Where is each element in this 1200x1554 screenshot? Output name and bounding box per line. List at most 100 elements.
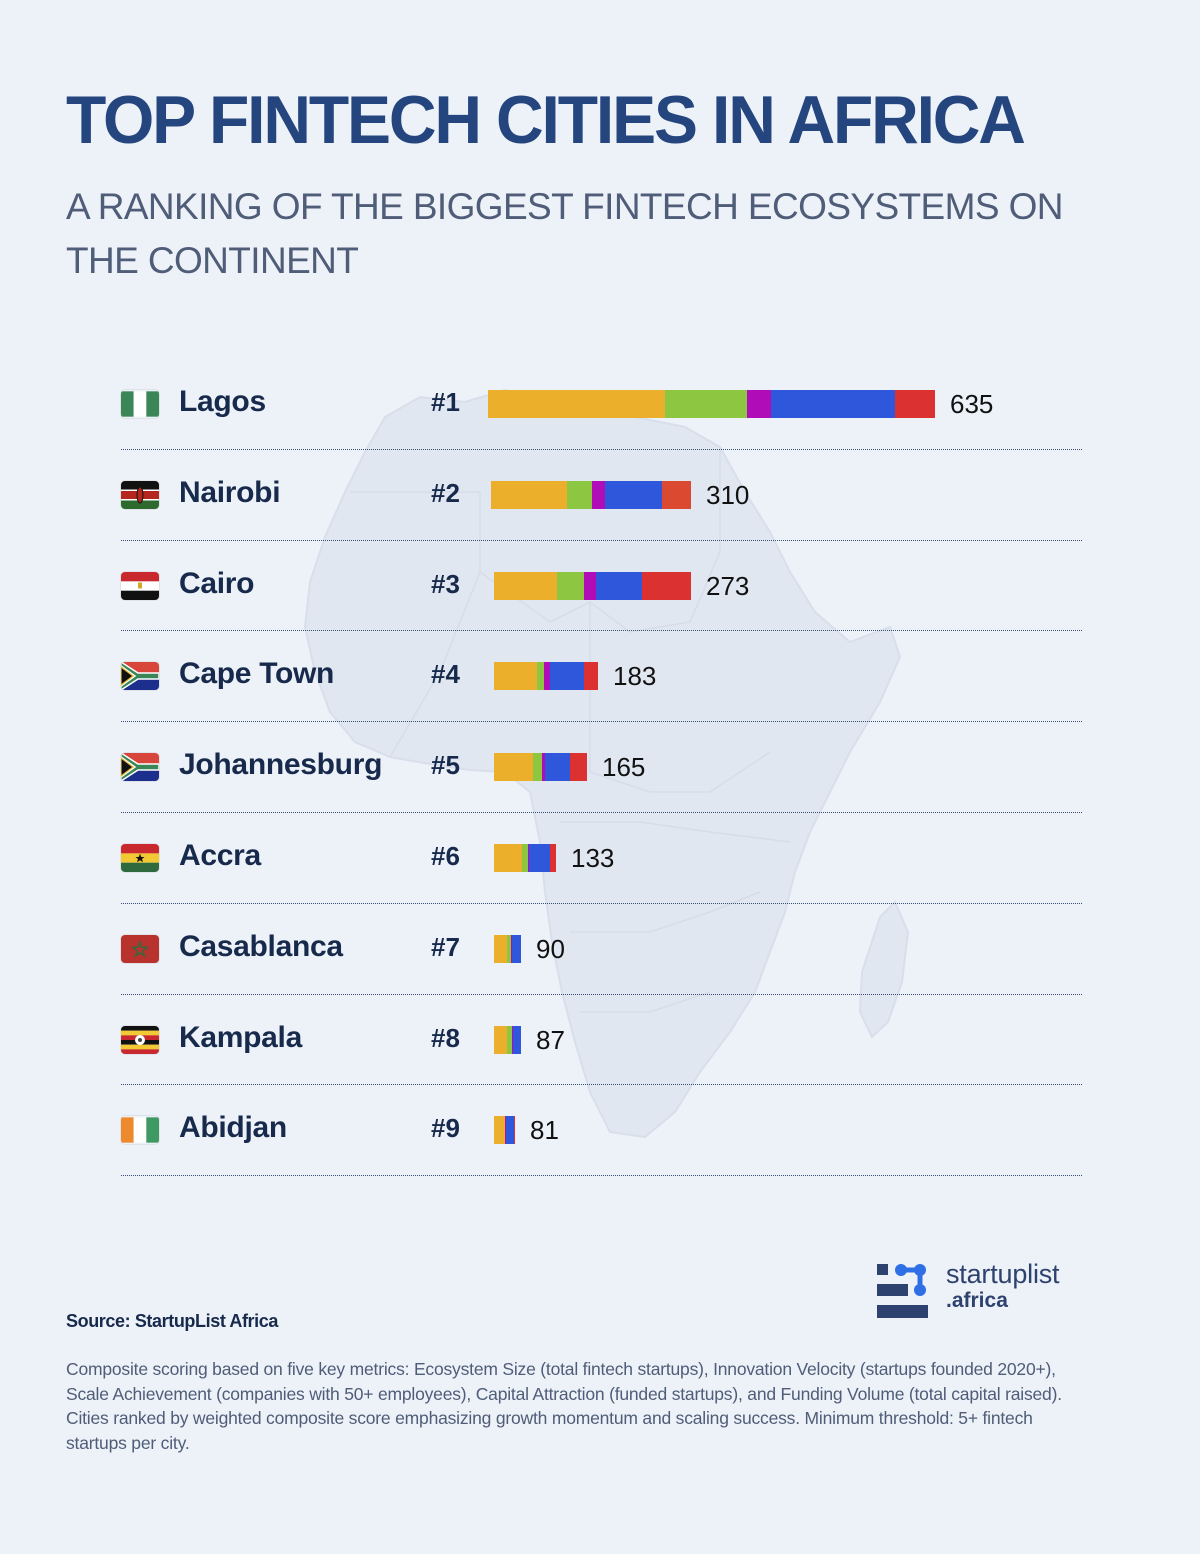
bar-segment-capital-attraction <box>513 1025 521 1054</box>
africa-map-background <box>303 388 910 1139</box>
bar-segment-funding-volume <box>514 1116 515 1145</box>
kenya-flag-icon <box>121 480 159 509</box>
bar-segment-innovation-velocity <box>533 753 542 782</box>
rank-label: #2 <box>431 477 460 508</box>
city-name: Cape Town <box>179 657 335 691</box>
score-bar: 81 <box>494 1115 559 1146</box>
bar-segment-ecosystem-size <box>494 662 537 691</box>
score-value: 133 <box>571 842 615 873</box>
list-item: Cairo #3 273 <box>121 541 1082 632</box>
score-bar: 273 <box>494 570 750 601</box>
bar-segment-innovation-velocity <box>567 480 592 509</box>
city-name: Accra <box>179 838 261 872</box>
rank-label: #5 <box>431 750 460 781</box>
uganda-flag-icon <box>121 1025 159 1054</box>
ivory-coast-flag-icon <box>121 1116 159 1144</box>
bar-segment-scale-achievement <box>544 662 550 691</box>
bar-segment-scale-achievement <box>528 843 529 872</box>
city-name: Cairo <box>179 566 255 600</box>
city-name: Kampala <box>179 1020 302 1054</box>
score-bar: 183 <box>494 661 657 692</box>
bar-segment-innovation-velocity <box>665 390 747 418</box>
bar-segment-innovation-velocity <box>507 1025 512 1054</box>
bar-segment-capital-attraction <box>596 571 642 600</box>
bar-segment-ecosystem-size <box>494 571 557 600</box>
bar-segment-ecosystem-size <box>494 934 507 963</box>
bar-segment-capital-attraction <box>605 480 662 509</box>
nigeria-flag-icon <box>121 390 159 418</box>
list-item: Johannesburg #5 165 <box>121 722 1082 813</box>
logo-domain: .africa <box>946 1289 1008 1312</box>
page-title: TOP FINTECH CITIES IN AFRICA <box>66 82 1026 158</box>
ghana-flag-icon <box>121 843 159 872</box>
city-name: Casablanca <box>179 929 343 963</box>
bar-segment-ecosystem-size <box>494 843 522 872</box>
bar-segment-ecosystem-size <box>491 480 567 509</box>
bar-segment-innovation-velocity <box>557 571 584 600</box>
bar-segment-funding-volume <box>584 662 598 691</box>
score-value: 81 <box>530 1115 559 1146</box>
bar-segment-scale-achievement <box>505 1116 506 1145</box>
rank-label: #4 <box>431 659 460 690</box>
score-value: 310 <box>706 479 750 510</box>
rank-label: #9 <box>431 1113 460 1144</box>
bar-segment-capital-attraction <box>550 662 584 691</box>
score-bar: 90 <box>494 933 565 964</box>
score-bar: 133 <box>494 842 615 873</box>
bar-segment-scale-achievement <box>592 480 605 509</box>
bar-segment-capital-attraction <box>771 390 895 418</box>
startuplist-logo: startuplist .africa <box>876 1259 1096 1322</box>
score-bar: 310 <box>491 479 750 510</box>
bar-segment-scale-achievement <box>747 390 771 418</box>
list-item: Nairobi #2 310 <box>121 450 1082 541</box>
methodology-note: Composite scoring based on five key metr… <box>66 1359 1062 1453</box>
bar-segment-funding-volume <box>895 390 935 418</box>
bar-segment-capital-attraction <box>506 1116 514 1145</box>
score-value: 87 <box>536 1024 565 1055</box>
score-value: 183 <box>613 661 657 692</box>
bar-segment-funding-volume <box>550 843 556 872</box>
startuplist-logo-icon <box>877 1264 928 1318</box>
bar-segment-innovation-velocity <box>522 843 528 872</box>
list-item: Casablanca #7 90 <box>121 904 1082 995</box>
city-name: Abidjan <box>179 1111 287 1145</box>
score-value: 635 <box>950 389 994 419</box>
rank-label: #1 <box>431 387 460 417</box>
bar-segment-funding-volume <box>570 753 587 782</box>
rank-label: #6 <box>431 840 460 871</box>
bar-segment-innovation-velocity <box>507 934 511 963</box>
bar-segment-funding-volume <box>662 480 691 509</box>
bar-segment-capital-attraction <box>512 934 521 963</box>
ranking-list: Lagos #1 635 Nairobi #2 310 Cairo #3 273… <box>121 359 1082 1177</box>
bar-segment-scale-achievement <box>584 571 596 600</box>
bar-segment-ecosystem-size <box>494 1116 505 1145</box>
score-bar: 635 <box>488 390 993 418</box>
list-item: Kampala #8 87 <box>121 995 1082 1086</box>
rank-label: #8 <box>431 1022 460 1053</box>
bar-segment-scale-achievement <box>511 934 512 963</box>
list-item: Abidjan #9 81 <box>121 1085 1082 1177</box>
score-value: 90 <box>536 933 565 964</box>
bar-segment-scale-achievement <box>542 753 545 782</box>
bar-segment-capital-attraction <box>529 843 550 872</box>
city-name: Johannesburg <box>179 748 383 782</box>
list-item: Lagos #1 635 <box>121 359 1082 450</box>
score-bar: 87 <box>494 1024 565 1055</box>
egypt-flag-icon <box>121 571 159 600</box>
bar-segment-ecosystem-size <box>494 1025 507 1054</box>
bar-segment-capital-attraction <box>545 753 570 782</box>
south-africa-flag-icon <box>121 753 159 782</box>
south-africa-flag-icon <box>121 662 159 691</box>
list-item: Cape Town #4 183 <box>121 631 1082 723</box>
page-subtitle: A RANKING OF THE BIGGEST FINTECH ECOSYST… <box>66 186 1064 281</box>
bar-segment-scale-achievement <box>512 1025 513 1054</box>
score-bar: 165 <box>494 753 645 782</box>
bar-segment-ecosystem-size <box>488 390 665 418</box>
score-value: 273 <box>706 570 750 601</box>
rank-label: #3 <box>431 568 460 599</box>
bar-segment-funding-volume <box>642 571 691 600</box>
source-label: Source: StartupList Africa <box>66 1311 278 1331</box>
rank-label: #7 <box>431 931 460 962</box>
bar-segment-ecosystem-size <box>494 753 533 782</box>
morocco-flag-icon <box>121 934 159 963</box>
